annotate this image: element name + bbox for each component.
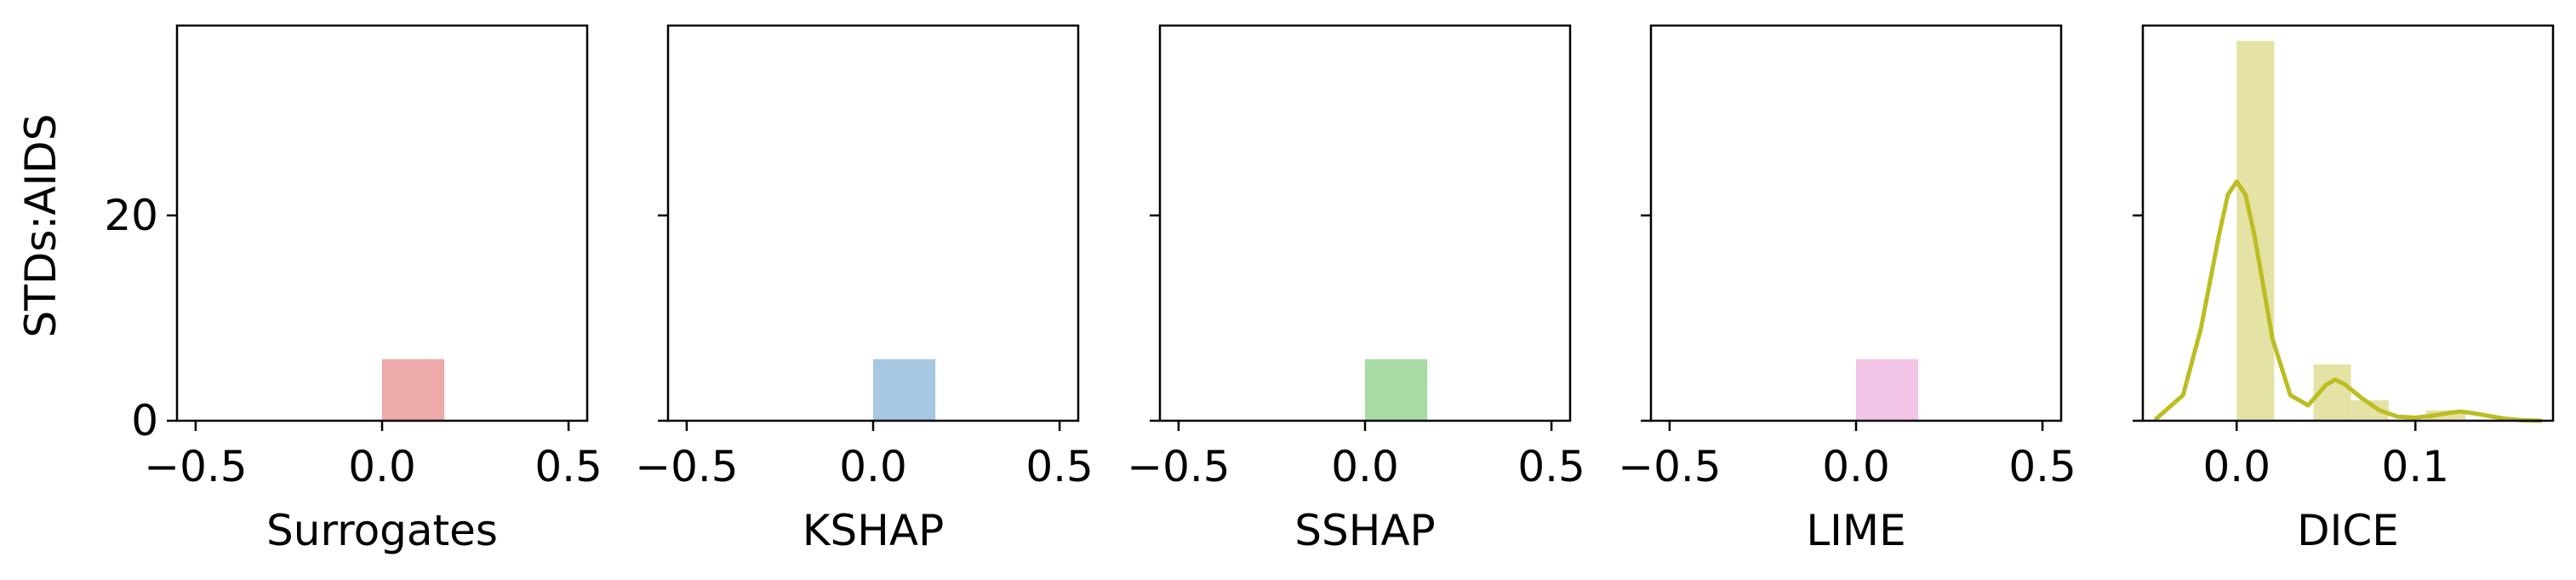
- x-tick-label: 0.5: [1517, 442, 1585, 491]
- panel-kshap: −0.5 0.0 0.5 KSHAP: [635, 26, 1094, 555]
- kde-line: [2156, 181, 2541, 421]
- x-tick-label: −0.5: [144, 442, 247, 491]
- x-axis-label: DICE: [2297, 506, 2399, 555]
- x-tick-label: 0.0: [839, 442, 907, 491]
- x-tick-label: 0.5: [2008, 442, 2076, 491]
- histogram-bar: [1365, 359, 1427, 421]
- x-tick-label: −0.5: [1618, 442, 1721, 491]
- panel-sshap: −0.5 0.0 0.5 SSHAP: [1127, 26, 1585, 555]
- panel-surrogates: −0.5 0.0 0.5 0 20 Surrogates: [104, 26, 602, 555]
- x-tick-label: −0.5: [635, 442, 738, 491]
- x-tick-label: 0.0: [1822, 442, 1890, 491]
- histogram-bar: [382, 359, 444, 421]
- x-axis-label: SSHAP: [1294, 506, 1435, 555]
- x-axis-label: LIME: [1806, 506, 1905, 555]
- x-tick-label: −0.5: [1127, 442, 1230, 491]
- axes-frame: [2143, 26, 2553, 421]
- x-tick-label: 0.0: [2202, 442, 2270, 491]
- histogram-bar: [873, 359, 935, 421]
- x-tick-label: 0.5: [534, 442, 603, 491]
- x-tick-label: 0.0: [1331, 442, 1399, 491]
- x-tick-label: 0.1: [2382, 442, 2450, 491]
- y-tick-label: 0: [131, 396, 158, 445]
- panel-lime: −0.5 0.0 0.5 LIME: [1618, 26, 2076, 555]
- y-axis-label: STDs:AIDS: [16, 114, 66, 338]
- histogram-bar: [1856, 359, 1918, 421]
- x-axis-label: KSHAP: [803, 506, 944, 555]
- panel-dice: 0.0 0.1 DICE: [2133, 26, 2553, 555]
- x-axis-label: Surrogates: [266, 506, 498, 555]
- y-tick-label: 20: [104, 191, 158, 240]
- x-tick-label: 0.5: [1025, 442, 1094, 491]
- x-tick-label: 0.0: [348, 442, 416, 491]
